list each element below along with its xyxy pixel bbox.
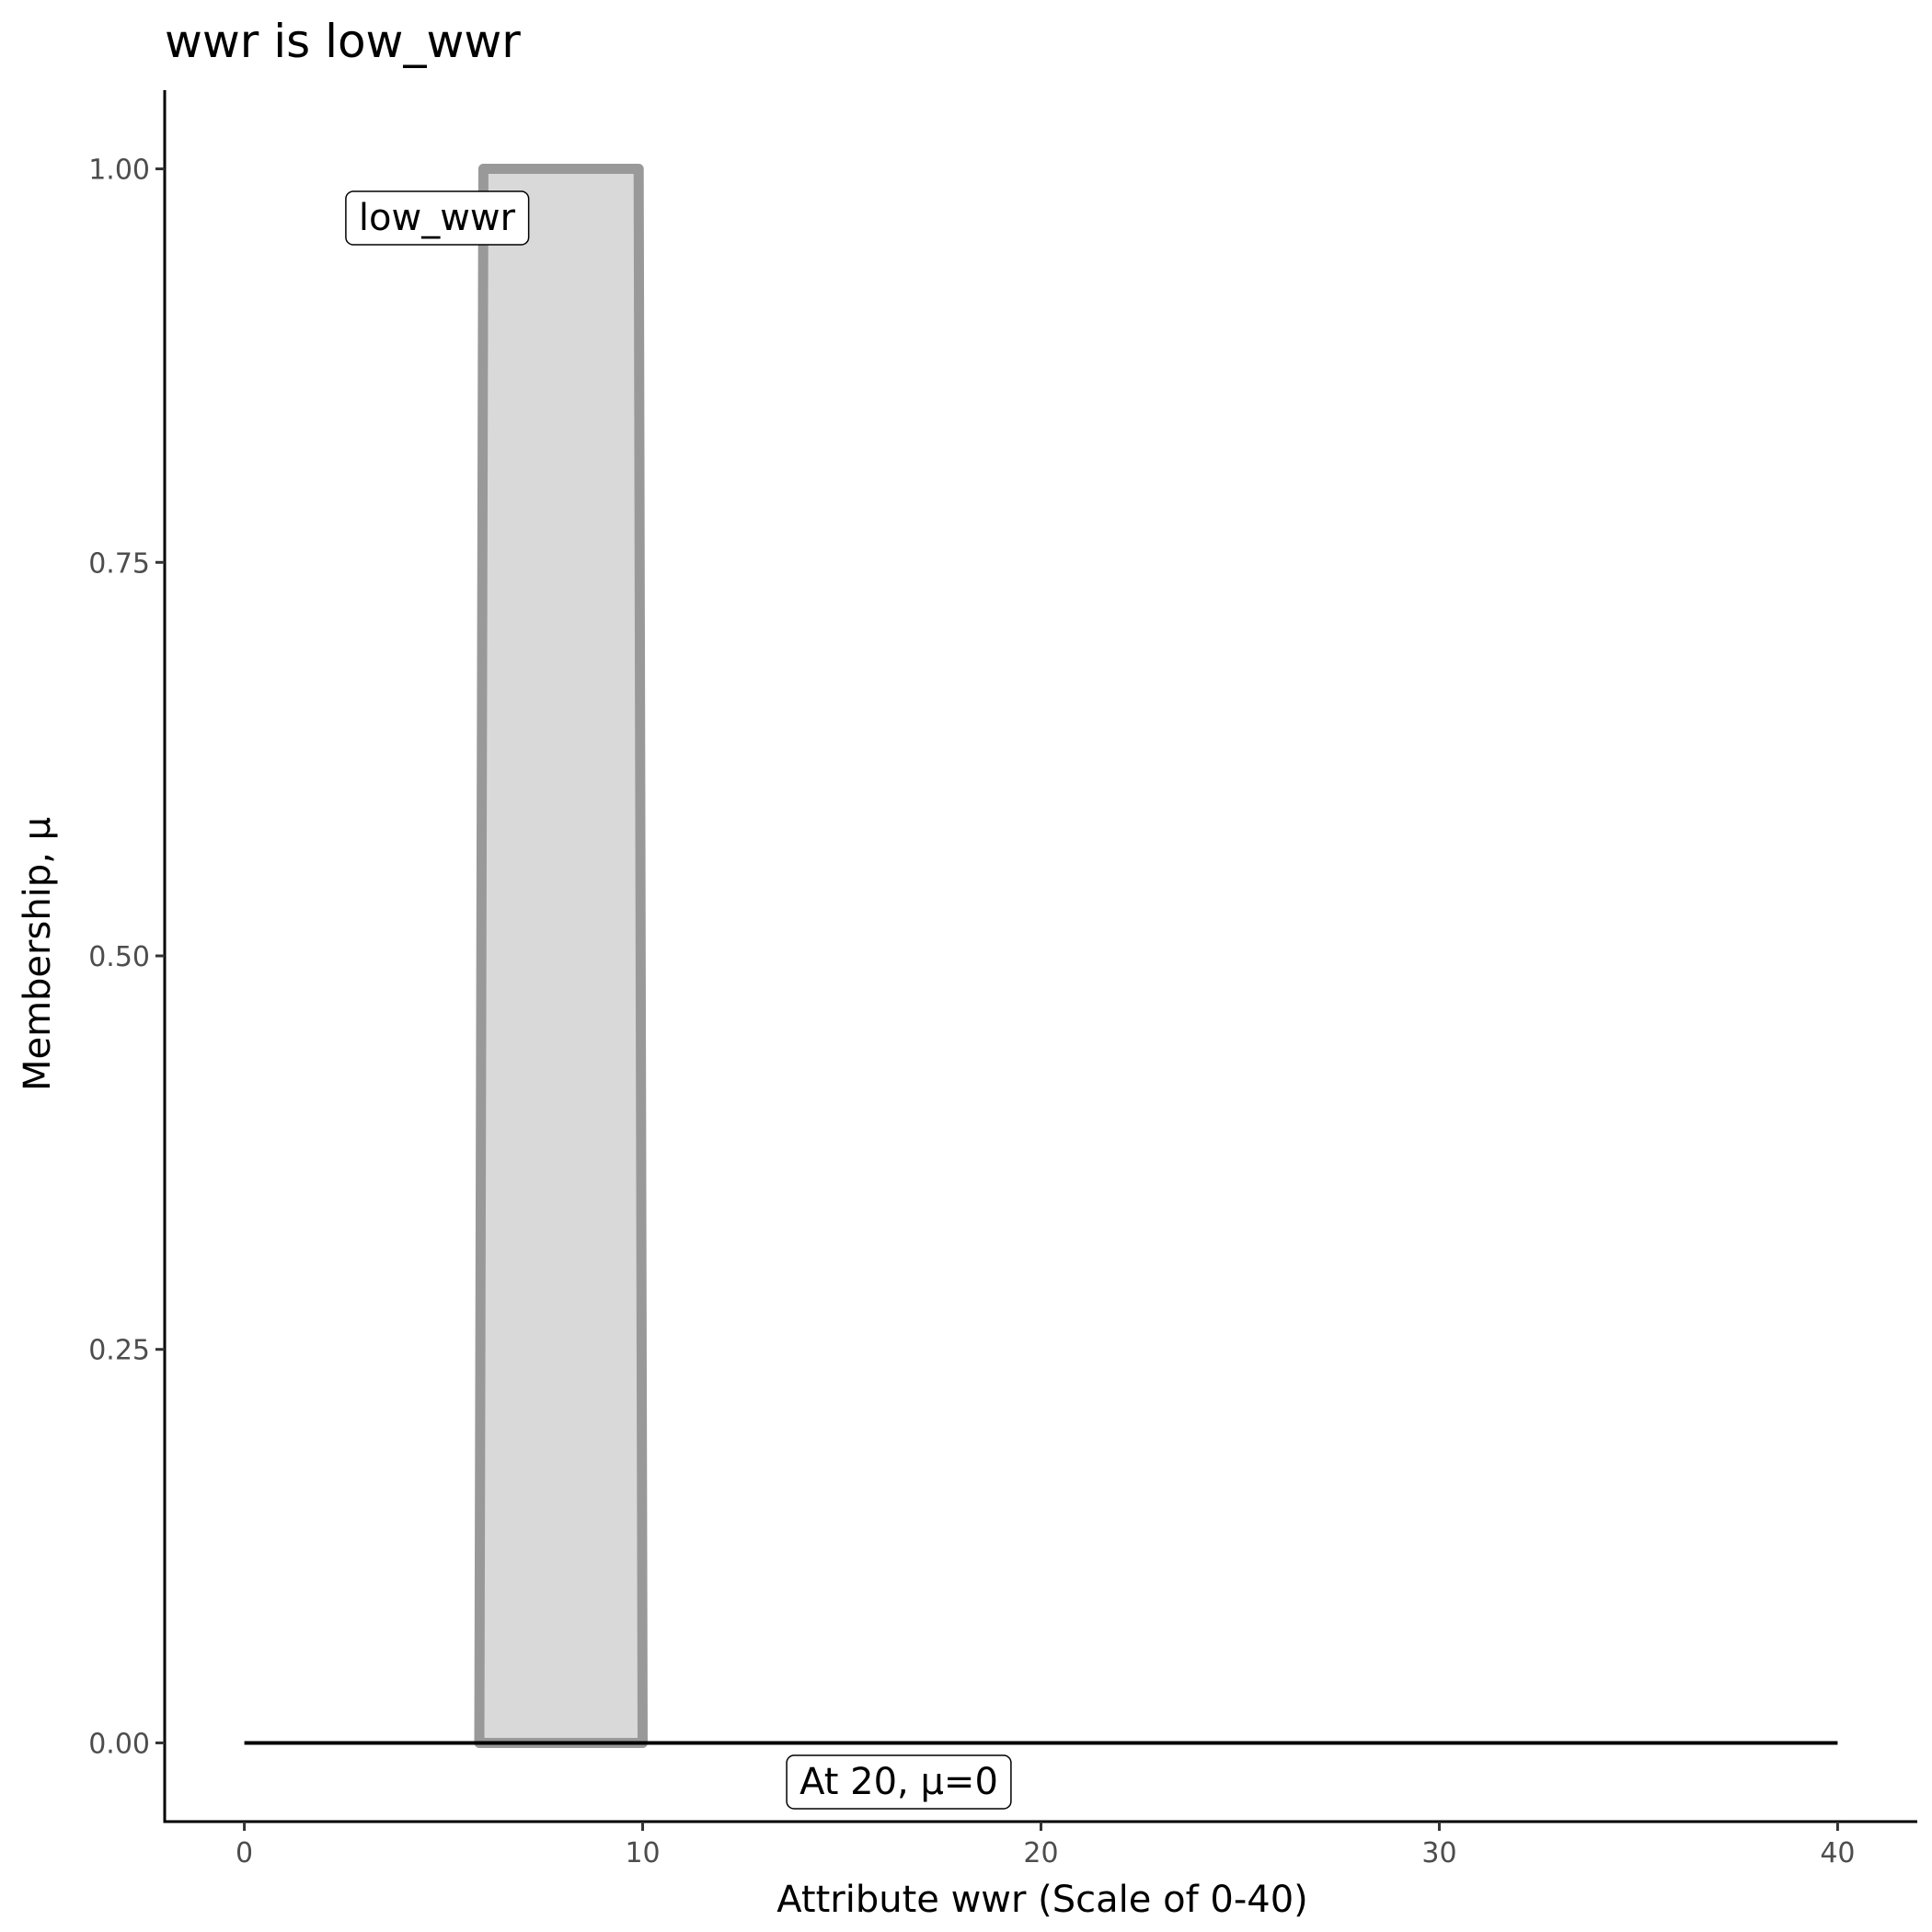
x-axis-title: Attribute wwr (Scale of 0-40)	[776, 1879, 1308, 1921]
x-tick-label: 30	[1421, 1837, 1456, 1869]
chart-title: wwr is low_wwr	[165, 15, 521, 68]
x-tick-label: 20	[1023, 1837, 1058, 1869]
x-tick-label: 10	[625, 1837, 660, 1869]
membership-area	[474, 164, 648, 1748]
y-tick-label: 0.75	[88, 547, 150, 580]
y-tick-label: 0.25	[88, 1335, 150, 1367]
y-tick-label: 0.50	[88, 941, 150, 973]
y-tick-label: 1.00	[88, 155, 150, 187]
series-label: low_wwr	[345, 190, 530, 246]
x-tick-label: 0	[236, 1837, 253, 1869]
series-label: At 20, μ=0	[786, 1754, 1012, 1810]
series-label-box	[786, 1754, 1012, 1810]
series-label-text: At 20, μ=0	[799, 1761, 998, 1803]
series-label-box	[345, 190, 530, 246]
series-label-text: low_wwr	[359, 197, 516, 239]
y-axis-title: Membership, μ	[17, 817, 59, 1091]
y-tick-label: 0.00	[88, 1728, 150, 1760]
x-tick-label: 40	[1820, 1837, 1855, 1869]
